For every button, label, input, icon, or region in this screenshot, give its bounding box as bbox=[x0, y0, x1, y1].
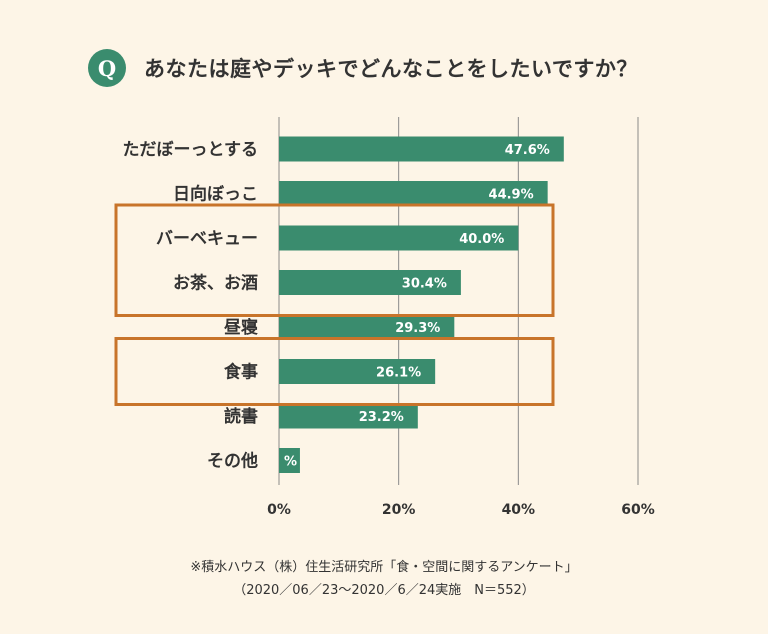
survey-note: （2020／06／23～2020／6／24実施 N＝552） bbox=[233, 583, 535, 598]
bar bbox=[279, 136, 564, 162]
source-text: ※積水ハウス（株）住生活研究所「食・空間に関するアンケート」 bbox=[190, 560, 578, 575]
question-text: あなたは庭やデッキでどんなことをしたいですか？ bbox=[144, 57, 638, 81]
bar-chart: 0% 20% 40% 60% ただぼーっとする 47.6% 日向ぼっこ 44.9% バーベキュー… bbox=[114, 117, 655, 518]
data-label: 44.9% bbox=[489, 188, 534, 203]
bar bbox=[279, 270, 461, 295]
bar bbox=[279, 181, 548, 206]
data-label: % bbox=[284, 455, 297, 470]
data-label: 23.2% bbox=[359, 410, 404, 425]
highlight-box bbox=[114, 203, 555, 317]
category-label: お茶、お酒 bbox=[173, 273, 258, 294]
category-label: その他 bbox=[207, 451, 258, 472]
category-label: ただぼーっとする bbox=[123, 140, 259, 160]
bar bbox=[279, 225, 519, 251]
highlight-box bbox=[114, 337, 555, 406]
bar bbox=[279, 314, 455, 340]
category-label: 日向ぼっこ bbox=[173, 184, 258, 205]
question-header: Q あなたは庭やデッキでどんなことをしたいですか？ bbox=[88, 48, 638, 88]
bar bbox=[279, 403, 418, 429]
data-label: 47.6% bbox=[505, 143, 550, 158]
x-tick-label: 0% bbox=[267, 502, 291, 518]
data-label: 26.1% bbox=[376, 366, 421, 381]
category-label: 昼寝 bbox=[224, 317, 258, 338]
bar bbox=[279, 448, 300, 473]
data-label: 40.0% bbox=[459, 232, 504, 247]
bar bbox=[279, 359, 436, 384]
category-label: バーベキュー bbox=[156, 229, 258, 249]
data-label: 29.3% bbox=[395, 321, 440, 336]
data-label: 30.4% bbox=[402, 277, 447, 292]
q-badge: Q bbox=[88, 49, 126, 87]
x-tick-label: 20% bbox=[382, 502, 416, 518]
category-label: 読書 bbox=[224, 406, 258, 427]
category-label: 食事 bbox=[224, 362, 258, 383]
footer: ※積水ハウス（株）住生活研究所「食・空間に関するアンケート」 （2020／06／… bbox=[0, 556, 768, 602]
x-tick-label: 60% bbox=[621, 502, 655, 518]
x-tick-label: 40% bbox=[502, 502, 536, 518]
